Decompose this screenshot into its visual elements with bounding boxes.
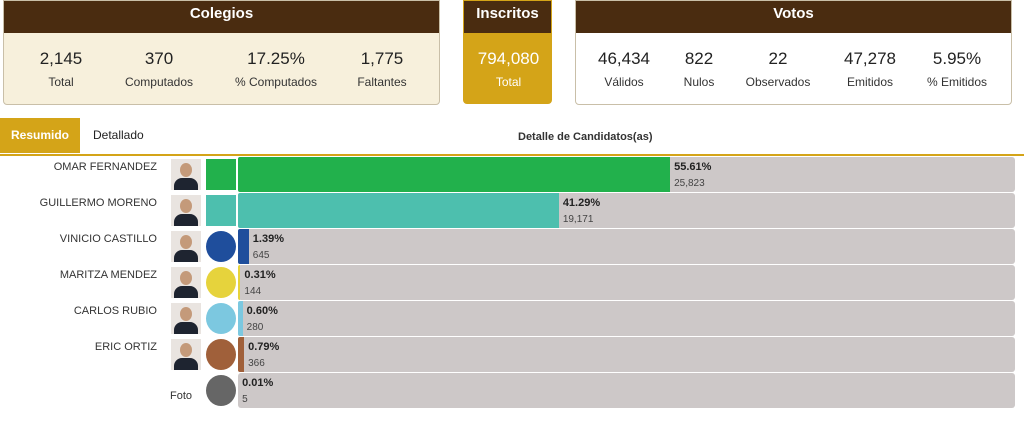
photo-head (180, 271, 192, 285)
stat-label: Nulos (683, 75, 715, 89)
photo-head (180, 235, 192, 249)
stat-value: 370 (144, 49, 174, 68)
stat-value: 46,434 (598, 49, 650, 68)
party-logo (206, 159, 236, 190)
percent-label: 0.60% (246, 305, 278, 317)
candidate-name: ERIC ORTIZ (94, 341, 157, 353)
photo-head (180, 307, 192, 321)
candidate-name: MARITZA MENDEZ (59, 269, 157, 281)
photo-body (174, 322, 198, 334)
bar (238, 193, 559, 228)
stat: 370 Computados (104, 49, 214, 89)
votes-label: 366 (248, 358, 265, 369)
candidate-photo (171, 195, 201, 226)
tab-underline (0, 154, 1024, 156)
photo-head (180, 343, 192, 357)
stat: 17.25% % Computados (221, 49, 331, 89)
photo-alt: Foto (170, 390, 193, 402)
party-logo (206, 231, 236, 262)
bar (238, 229, 249, 264)
percent-label: 0.01% (242, 377, 274, 389)
inscritos-card: Inscritos 794,080 Total (463, 0, 552, 104)
photo-body (174, 286, 198, 298)
card-title: Inscritos (464, 1, 551, 33)
stat-label: Faltantes (357, 75, 407, 89)
party-logo (206, 267, 236, 298)
candidate-photo (171, 267, 201, 298)
candidate-photo (171, 339, 201, 370)
section-title: Detalle de Candidatos(as) (518, 131, 653, 143)
stat-value: 47,278 (844, 49, 896, 68)
stat-label: Total (495, 75, 522, 89)
candidate-photo (171, 231, 201, 262)
percent-label: 0.79% (248, 341, 280, 353)
candidate-photo (171, 303, 201, 334)
bar-track: 55.61% 25,823 (238, 157, 1015, 192)
stat-label: Computados (124, 75, 194, 89)
bar-track: 41.29% 19,171 (238, 193, 1015, 228)
stat-label: Válidos (604, 75, 644, 89)
votes-label: 25,823 (674, 178, 705, 189)
photo-body (174, 250, 198, 262)
stat-label: Total (48, 75, 74, 89)
stat-value: 1,775 (360, 49, 404, 68)
stat: 47,278 Emitidos (815, 49, 925, 89)
stat-value: 22 (768, 49, 788, 68)
stat-label: % Computados (234, 75, 318, 89)
stat-label: Emitidos (846, 75, 893, 89)
stat-value: 5.95% (932, 49, 982, 68)
bar-track: 0.01% 5 (238, 373, 1015, 408)
percent-label: 1.39% (252, 233, 284, 245)
stat: 822 Nulos (644, 49, 754, 89)
stat: 46,434 Válidos (569, 49, 679, 89)
photo-body (174, 178, 198, 190)
photo-body (174, 214, 198, 226)
percent-label: 0.31% (244, 269, 276, 281)
card-title: Votos (576, 1, 1011, 33)
stat: 1,775 Faltantes (327, 49, 437, 89)
bar (238, 265, 241, 300)
candidate-name: OMAR FERNANDEZ (53, 161, 157, 173)
candidate-name: VINICIO CASTILLO (59, 233, 157, 245)
colegios-card: Colegios 2,145 Total 370 Computados 17.25% % … (3, 0, 440, 105)
stat-value: 794,080 (477, 49, 540, 68)
candidate-photo (171, 159, 201, 190)
tab[interactable]: Resumido (0, 118, 80, 153)
percent-label: 55.61% (674, 161, 712, 173)
party-logo (206, 375, 236, 406)
stat-label: Observados (745, 75, 811, 89)
candidate-name: CARLOS RUBIO (73, 305, 157, 317)
stat-value: 17.25% (247, 49, 305, 68)
candidate-name: GUILLERMO MORENO (39, 197, 157, 209)
votos-card: Votos 46,434 Válidos 822 Nulos 22 Observados 4… (575, 0, 1012, 105)
photo-head (180, 199, 192, 213)
bar (238, 301, 243, 336)
percent-label: 41.29% (562, 197, 601, 209)
stat-label: % Emitidos (926, 75, 988, 89)
stat: 2,145 Total (6, 49, 116, 89)
party-logo (206, 339, 236, 370)
photo-body (174, 358, 198, 370)
party-logo (206, 303, 236, 334)
tab[interactable]: Detallado (93, 128, 144, 142)
stat-value: 2,145 (39, 49, 83, 68)
party-logo (206, 195, 236, 226)
bar (238, 337, 245, 372)
votes-label: 645 (252, 250, 270, 261)
bar-track: 0.79% 366 (238, 337, 1015, 372)
bar-track: 1.39% 645 (238, 229, 1015, 264)
stat: 5.95% % Emitidos (902, 49, 1012, 89)
stat: 22 Observados (723, 49, 833, 89)
photo-head (180, 163, 192, 177)
votes-label: 280 (246, 322, 264, 333)
votes-label: 5 (242, 394, 248, 405)
stat-value: 822 (684, 49, 714, 68)
votes-label: 144 (244, 286, 262, 297)
card-title: Colegios (4, 1, 439, 33)
bar-track: 0.31% 144 (238, 265, 1015, 300)
votes-label: 19,171 (562, 214, 594, 225)
bar-track: 0.60% 280 (238, 301, 1015, 336)
bar (238, 157, 671, 192)
